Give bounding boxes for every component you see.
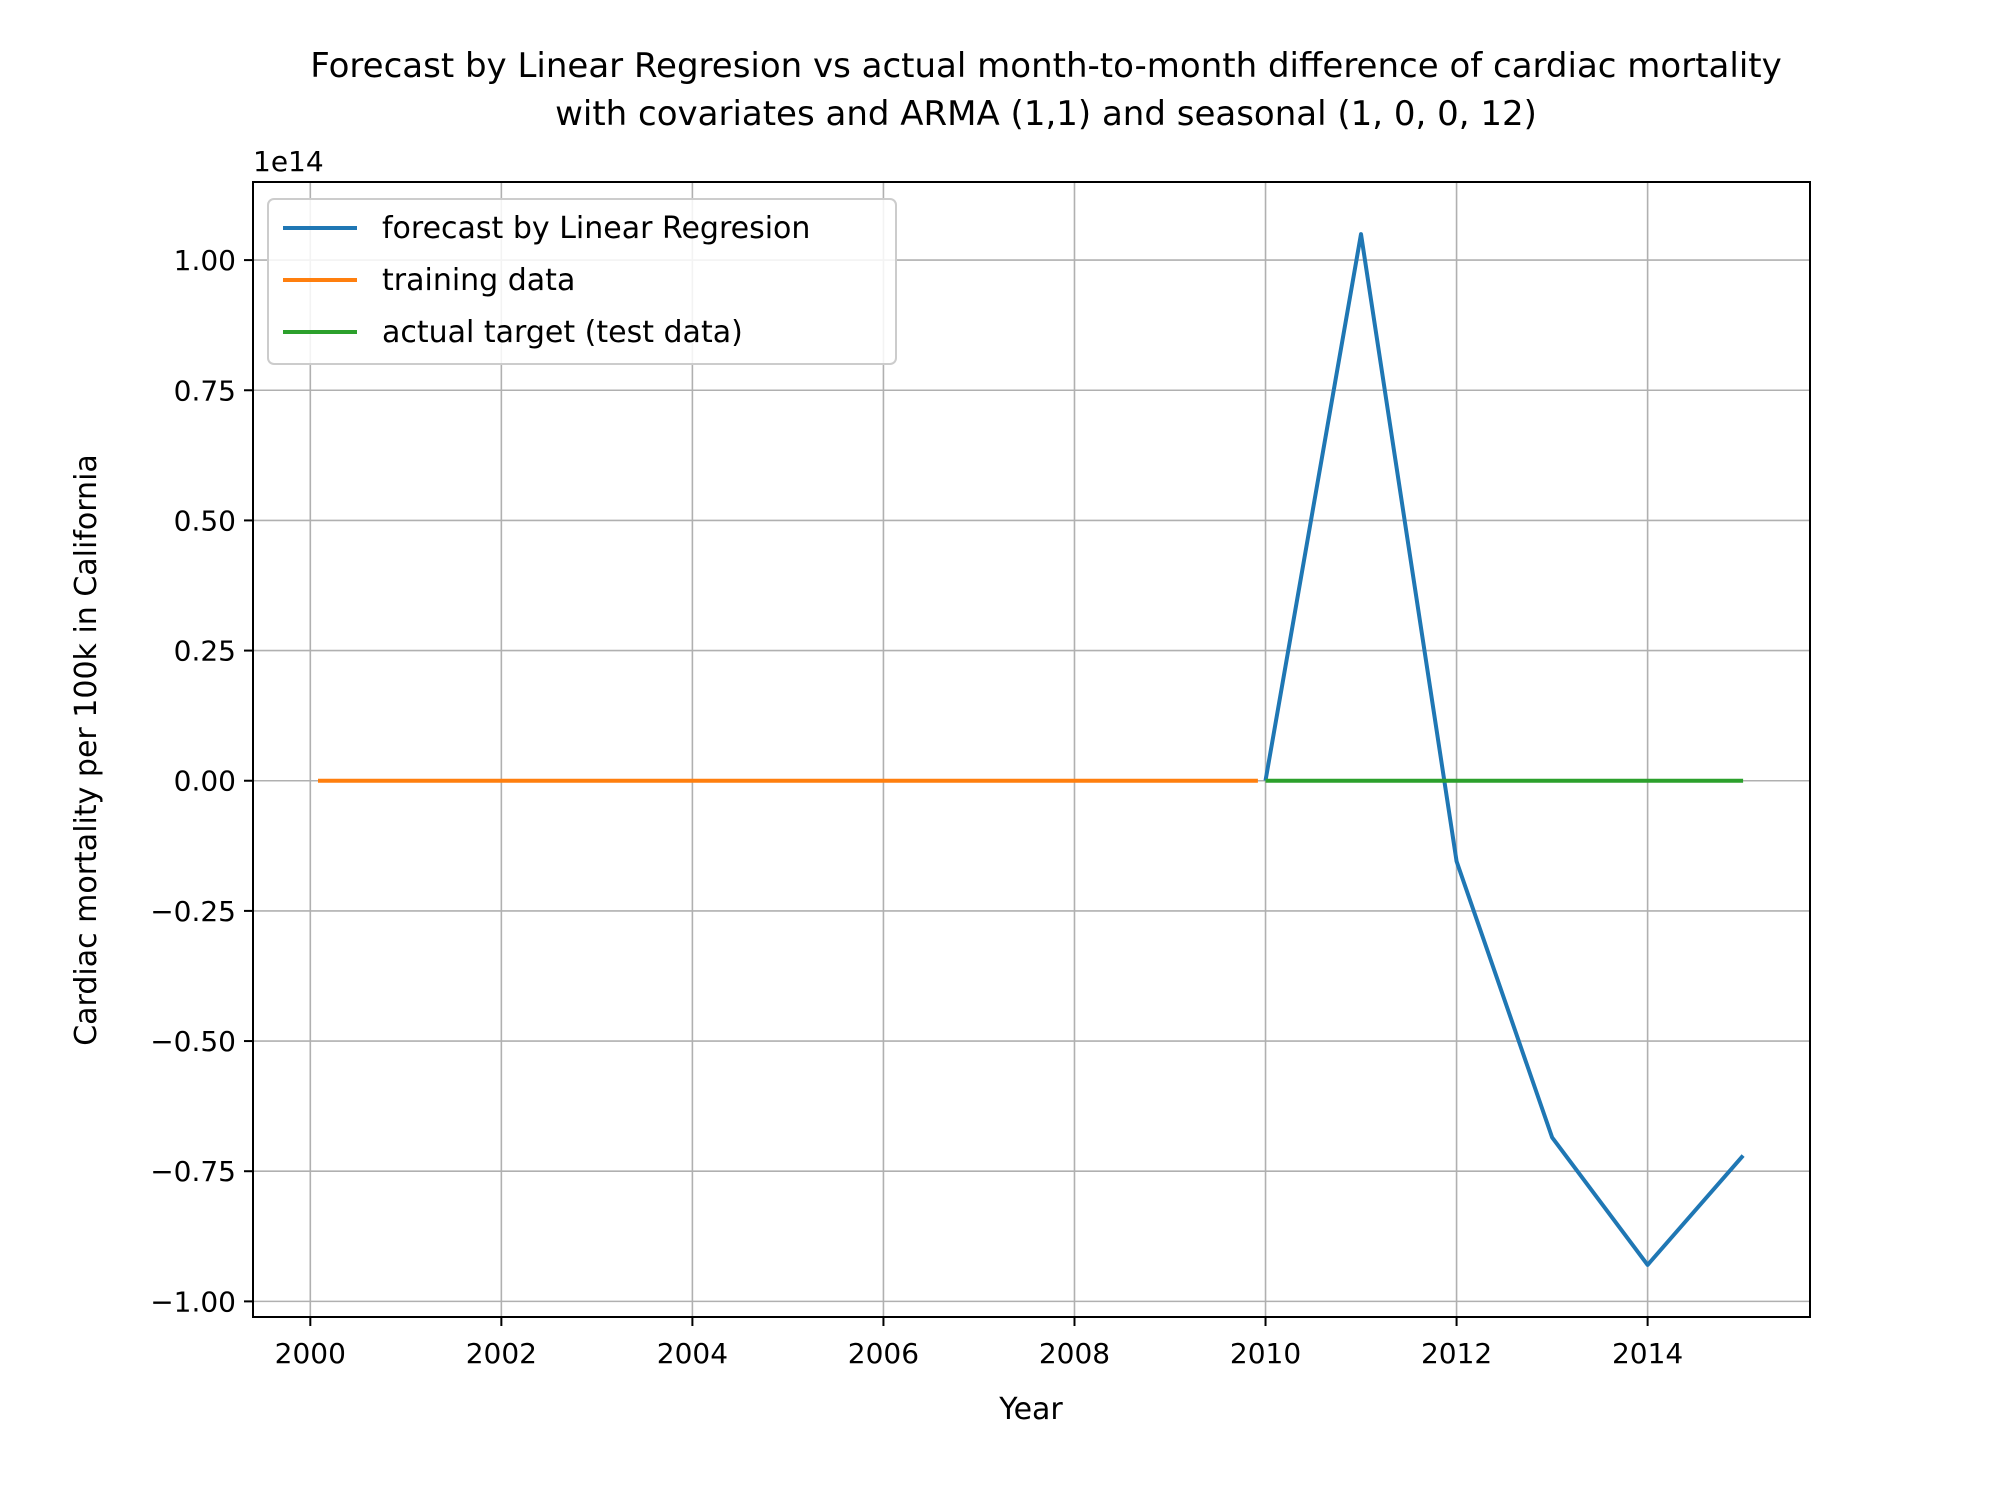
plot-frame: [252, 181, 1811, 1318]
x-tick-label: 2014: [1612, 1337, 1683, 1370]
y-axis-label: Cardiac mortality per 100k in California: [69, 454, 104, 1046]
x-axis: 2000 2002 2004 2006 2008 2010 2012 2014: [275, 1317, 1683, 1370]
x-tick-label: 2002: [466, 1337, 537, 1370]
y-tick-label: 0.25: [174, 635, 236, 668]
y-tick-label: 0.50: [174, 504, 236, 537]
y-tick-label: 0.00: [174, 765, 236, 798]
x-tick-label: 2008: [1039, 1337, 1110, 1370]
grid: [253, 182, 1810, 1317]
x-tick-label: 2000: [275, 1337, 346, 1370]
y-tick-label: −0.25: [150, 895, 236, 928]
y-offset-label: 1e14: [253, 145, 324, 178]
legend-box: [267, 198, 897, 365]
y-axis: −1.00 −0.75 −0.50 −0.25 0.00 0.25 0.50 0.75 1.00: [150, 244, 253, 1318]
x-tick-label: 2010: [1230, 1337, 1301, 1370]
series-layer: [318, 232, 1745, 1267]
x-tick-label: 2012: [1421, 1337, 1492, 1370]
y-tick-label: 0.75: [174, 374, 236, 407]
legend-label-training: training data: [382, 263, 575, 298]
y-tick-label: −1.00: [150, 1285, 236, 1318]
series-line-forecast: [1263, 232, 1745, 1267]
y-tick-label: 1.00: [174, 244, 236, 277]
legend-label-forecast: forecast by Linear Regresion: [382, 211, 810, 246]
x-tick-label: 2006: [848, 1337, 919, 1370]
legend-label-actual: actual target (test data): [382, 315, 743, 350]
legend: forecast by Linear Regresion training da…: [267, 198, 897, 365]
chart-subtitle: with covariates and ARMA (1,1) and seaso…: [555, 94, 1537, 134]
x-axis-label: Year: [998, 1392, 1063, 1427]
x-tick-label: 2004: [657, 1337, 728, 1370]
y-tick-label: −0.50: [150, 1025, 236, 1058]
chart-title: Forecast by Linear Regresion vs actual m…: [310, 46, 1781, 86]
y-tick-label: −0.75: [150, 1155, 236, 1188]
